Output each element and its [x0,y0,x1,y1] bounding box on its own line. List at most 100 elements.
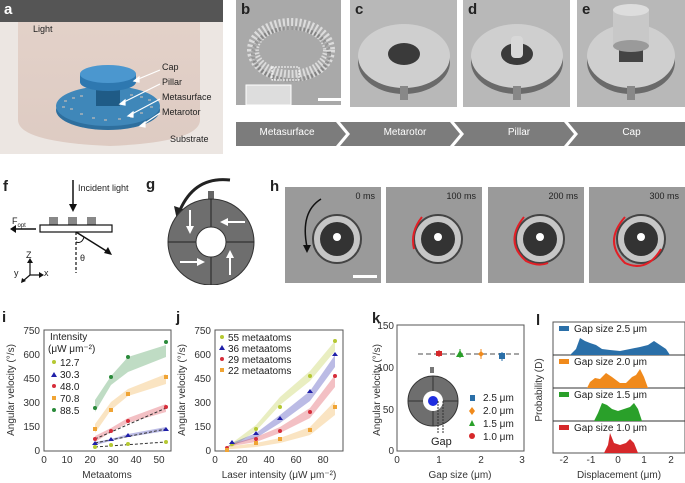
svg-text:1: 1 [641,455,647,466]
arrows-overlay [118,69,161,128]
svg-text:0: 0 [394,455,400,466]
rotor-image [412,214,463,264]
svg-text:0: 0 [212,455,218,466]
panel-label-j: j [176,309,181,326]
svg-text:40: 40 [130,455,142,466]
svg-text:1: 1 [436,455,442,466]
svg-text:2: 2 [668,455,674,466]
svg-text:60: 60 [290,455,302,466]
svg-text:Intensity: Intensity [50,332,87,343]
frame-time: 0 ms [355,191,375,201]
force-diagram [10,180,113,283]
svg-text:-2: -2 [560,455,569,466]
frame-time: 200 ms [548,191,578,201]
svg-text:2.0 μm: 2.0 μm [483,406,514,417]
svg-text:Gap size 1.5 μm: Gap size 1.5 μm [574,390,647,401]
svg-text:80: 80 [317,455,329,466]
panel-label-b: b [241,1,251,18]
svg-text:20: 20 [236,455,248,466]
panel-label-i: i [2,309,7,326]
rotor-image [613,214,666,267]
panel-label-l: l [536,312,541,329]
chart-j: 0 150 300 450 600 750 0 20 40 60 80 Laser inten… [177,326,344,481]
sem-metasurface [245,18,344,106]
panel-label-a: a [4,1,13,18]
metarotor-schematic [167,178,255,285]
fopt-sub: opt [17,222,26,229]
svg-text:300: 300 [23,398,40,409]
svg-text:0: 0 [205,446,211,457]
svg-text:Laser intensity (μW μm⁻²): Laser intensity (μW μm⁻²) [222,470,337,481]
svg-text:36 metaatoms: 36 metaatoms [228,344,291,355]
panel-label-g: g [146,176,156,193]
rotor-image [513,214,565,266]
svg-text:Gap size 1.0 μm: Gap size 1.0 μm [574,423,647,434]
svg-text:300: 300 [194,398,211,409]
theta-label: θ [80,253,86,263]
fopt-main: F [12,216,18,226]
sem-pillar [471,24,563,100]
panel-e: e [577,0,685,107]
svg-text:Gap size 2.5 μm: Gap size 2.5 μm [574,324,647,335]
svg-text:(μW μm⁻²): (μW μm⁻²) [48,344,95,355]
step-pillar: Pillar [507,127,531,138]
frame-0ms: 0 ms [285,187,381,283]
svg-text:0: 0 [388,446,394,457]
svg-text:10: 10 [61,455,73,466]
chart-i: 0 150 300 450 600 750 0 10 20 30 40 50 Metaatoms… [6,326,172,481]
axis-y-label: y [14,268,19,278]
svg-text:22 metaatoms: 22 metaatoms [228,366,291,377]
frame-100ms: 100 ms [386,187,482,283]
svg-text:0: 0 [615,455,621,466]
svg-text:150: 150 [194,422,211,433]
label-metarotor: Metarotor [162,107,201,117]
svg-text:12.7: 12.7 [60,358,80,369]
label-pillar: Pillar [162,77,183,87]
sem-cap [587,4,675,100]
step-cap: Cap [622,127,641,138]
chart-l: -2 -1 0 1 2 Displacement (μm) Probability (D… [534,321,685,481]
panel-a: a Light Cap Pillar Metasurface Metarotor… [0,0,223,154]
svg-text:88.5: 88.5 [60,406,80,417]
svg-text:0: 0 [41,455,47,466]
svg-text:Displacement (μm): Displacement (μm) [577,470,661,481]
step-metarotor: Metarotor [383,127,427,138]
svg-text:Angular velocity (°/s): Angular velocity (°/s) [372,344,383,436]
panel-label-c: c [355,1,364,18]
svg-text:29 metaatoms: 29 metaatoms [228,355,291,366]
svg-text:450: 450 [194,374,211,385]
svg-text:150: 150 [377,321,394,332]
panel-label-k: k [372,310,381,327]
axis-x-label: x [44,268,49,278]
svg-text:Angular velocity (°/s): Angular velocity (°/s) [6,344,17,436]
svg-text:150: 150 [23,422,40,433]
svg-text:Gap: Gap [431,436,452,448]
svg-text:40: 40 [263,455,275,466]
panel-c: c [350,0,457,107]
frame-300ms: 300 ms [589,187,685,283]
frame-time: 300 ms [649,191,679,201]
panel-label-f: f [3,178,8,195]
svg-text:70.8: 70.8 [60,394,80,405]
panel-label-h: h [270,178,280,195]
svg-text:Angular velocity (°/s): Angular velocity (°/s) [177,344,188,436]
svg-text:Probability (D): Probability (D) [534,358,545,421]
axis-z-label: Z [26,250,32,260]
svg-text:3: 3 [519,455,525,466]
svg-text:2: 2 [478,455,484,466]
panel-d: d [463,0,570,107]
svg-text:750: 750 [194,326,211,337]
svg-text:Gap size (μm): Gap size (μm) [429,470,492,481]
incident-light-label: Incident light [78,183,129,193]
svg-text:20: 20 [84,455,96,466]
svg-text:30.3: 30.3 [60,370,80,381]
frame-time: 100 ms [446,191,476,201]
chart-k: 0 50 100 150 0 1 2 3 Gap size (μm) Angular vel… [372,321,525,481]
svg-text:450: 450 [23,374,40,385]
svg-text:0: 0 [34,446,40,457]
sem-metarotor [358,24,450,100]
svg-text:600: 600 [194,350,211,361]
svg-text:-1: -1 [587,455,596,466]
svg-text:1.0 μm: 1.0 μm [483,432,514,443]
rotor-image [303,198,377,278]
